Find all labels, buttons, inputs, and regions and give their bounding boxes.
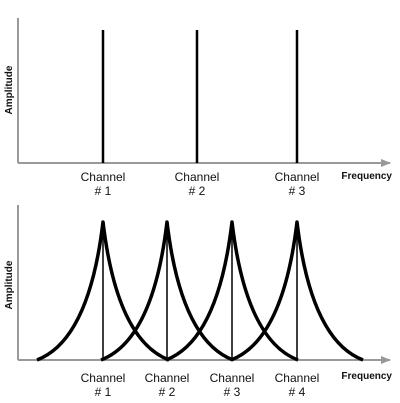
- channel-name: Channel: [145, 371, 190, 385]
- channel-number: # 1: [95, 184, 112, 198]
- x-label: Frequency: [341, 171, 392, 182]
- channel-name: Channel: [275, 170, 320, 184]
- channel-number: # 2: [159, 385, 176, 399]
- channel-number: # 4: [289, 385, 306, 399]
- channel-number: # 3: [224, 385, 241, 399]
- channel-name: Channel: [275, 371, 320, 385]
- channel-number: # 1: [95, 385, 112, 399]
- channel-name: Channel: [210, 371, 255, 385]
- channel-number: # 3: [289, 184, 306, 198]
- x-label: Frequency: [341, 371, 392, 382]
- channel-name: Channel: [175, 170, 220, 184]
- y-label: Amplitude: [4, 65, 15, 114]
- channel-number: # 2: [189, 184, 206, 198]
- y-label: Amplitude: [4, 260, 15, 309]
- channel-name: Channel: [81, 170, 126, 184]
- channel-name: Channel: [81, 371, 126, 385]
